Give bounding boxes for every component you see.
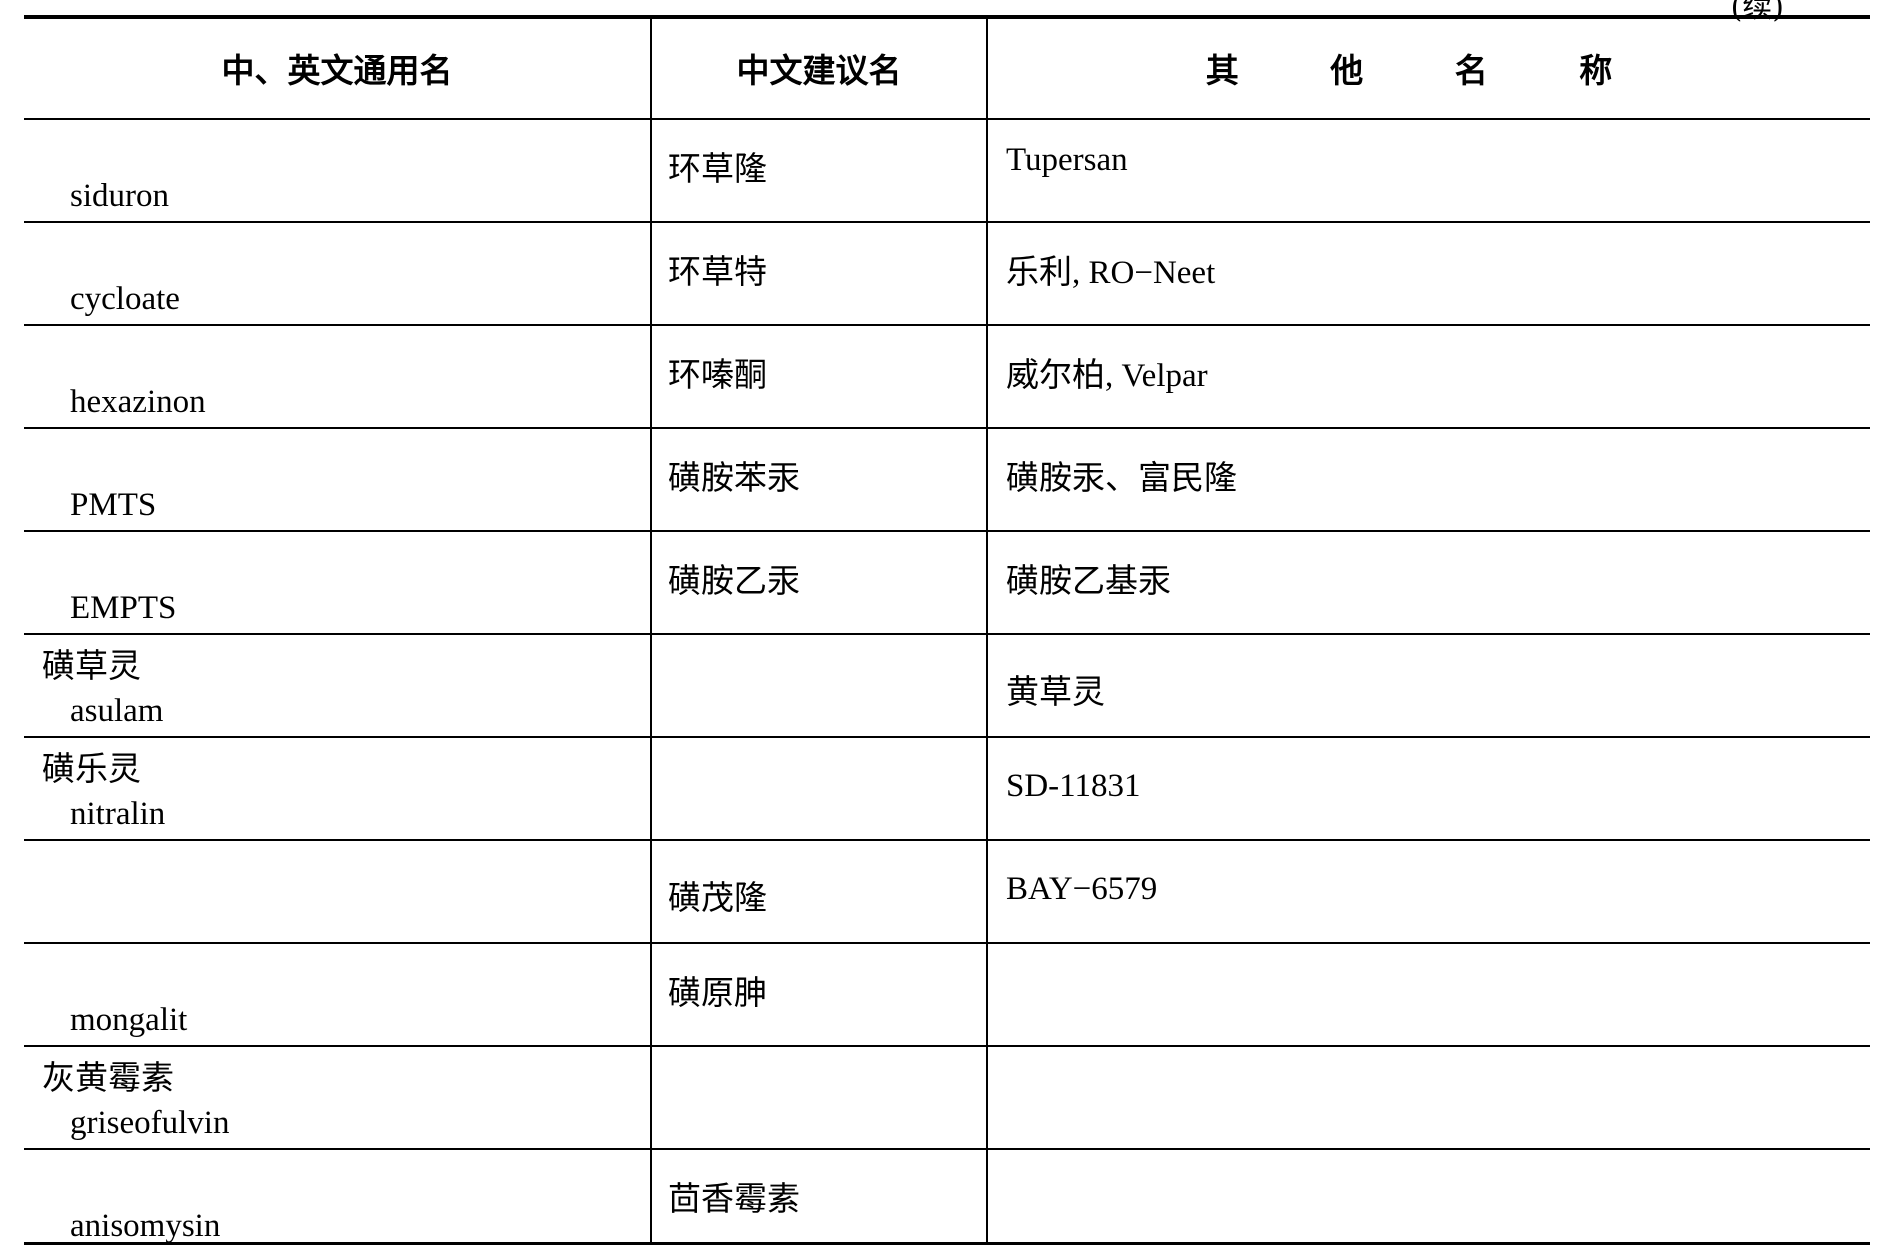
common-name-cell: anisomysin [24,1148,651,1251]
table-row: siduron 环草隆 Tupersan [24,118,1870,221]
table-row: cycloate 环草特 乐利, RO−Neet [24,221,1870,324]
row-divider [24,1045,1870,1047]
common-name-cell: 磺草灵 asulam [24,633,651,736]
chinese-common-name: 磺乐灵 [42,749,141,788]
table-row: EMPTS 磺胺乙汞 磺胺乙基汞 [24,530,1870,633]
other-names: SD-11831 [1006,768,1141,804]
suggested-name: 磺原胂 [668,973,767,1012]
common-name-cell: PMTS [24,427,651,530]
table-row: PMTS 磺胺苯汞 磺胺汞、富民隆 [24,427,1870,530]
table-row: 磺茂隆 BAY−6579 [24,839,1870,942]
suggested-name: 茴香霉素 [668,1179,800,1218]
other-names: 磺胺乙基汞 [1006,564,1171,600]
row-divider [24,1242,1870,1245]
column-divider [650,17,652,1243]
row-divider [24,1148,1870,1150]
suggested-name: 环草隆 [668,149,767,188]
other-names: 磺胺汞、富民隆 [1006,461,1237,497]
common-name-cell: 磺乐灵 nitralin [24,736,651,839]
suggested-name: 磺茂隆 [668,878,767,917]
other-names: Tupersan [1006,142,1128,178]
common-name-cell: siduron [24,118,651,221]
common-name-cell: hexazinon [24,324,651,427]
row-divider [24,324,1870,326]
row-divider [24,736,1870,738]
english-common-name: nitralin [70,796,166,832]
suggested-name: 环嗪酮 [668,355,767,394]
table-row: mongalit 磺原胂 [24,942,1870,1045]
table-row: 磺草灵 asulam 黄草灵 [24,633,1870,736]
english-common-name: PMTS [70,487,157,523]
table-row: anisomysin 茴香霉素 [24,1148,1870,1251]
suggested-name: 磺胺苯汞 [668,458,800,497]
table-row: 磺乐灵 nitralin SD-11831 [24,736,1870,839]
header-common-name: 中、英文通用名 [221,50,453,90]
header-suggested-name: 中文建议名 [736,50,902,90]
suggested-name: 环草特 [668,252,767,291]
common-name-cell: mongalit [24,942,651,1045]
other-names: 乐利, RO−Neet [1006,255,1216,291]
common-name-cell [24,839,651,942]
english-common-name: siduron [70,178,169,214]
english-common-name: cycloate [70,281,180,317]
english-common-name: hexazinon [70,384,206,420]
top-rule [24,15,1870,19]
continued-label: (续) [1730,0,1784,25]
column-divider [986,17,988,1243]
english-common-name: EMPTS [70,590,177,626]
row-divider [24,942,1870,944]
other-names: 威尔柏, Velpar [1006,358,1208,394]
row-divider [24,221,1870,223]
row-divider [24,530,1870,532]
table-row: 灰黄霉素 griseofulvin [24,1045,1870,1148]
english-common-name: anisomysin [70,1208,221,1244]
header-other-names: 其 他 名 称 [1205,50,1653,90]
row-divider [24,427,1870,429]
row-divider [24,118,1870,120]
suggested-name: 磺胺乙汞 [668,561,800,600]
english-common-name: mongalit [70,1002,188,1038]
row-divider [24,839,1870,841]
other-names: 黄草灵 [1006,675,1105,711]
row-divider [24,633,1870,635]
chinese-common-name: 灰黄霉素 [42,1058,174,1097]
chinese-common-name: 磺草灵 [42,646,141,685]
other-names: BAY−6579 [1006,871,1158,907]
english-common-name: griseofulvin [70,1105,230,1141]
common-name-cell: cycloate [24,221,651,324]
english-common-name: asulam [70,693,164,729]
common-name-cell: EMPTS [24,530,651,633]
table-row: hexazinon 环嗪酮 威尔柏, Velpar [24,324,1870,427]
common-name-cell: 灰黄霉素 griseofulvin [24,1045,651,1148]
